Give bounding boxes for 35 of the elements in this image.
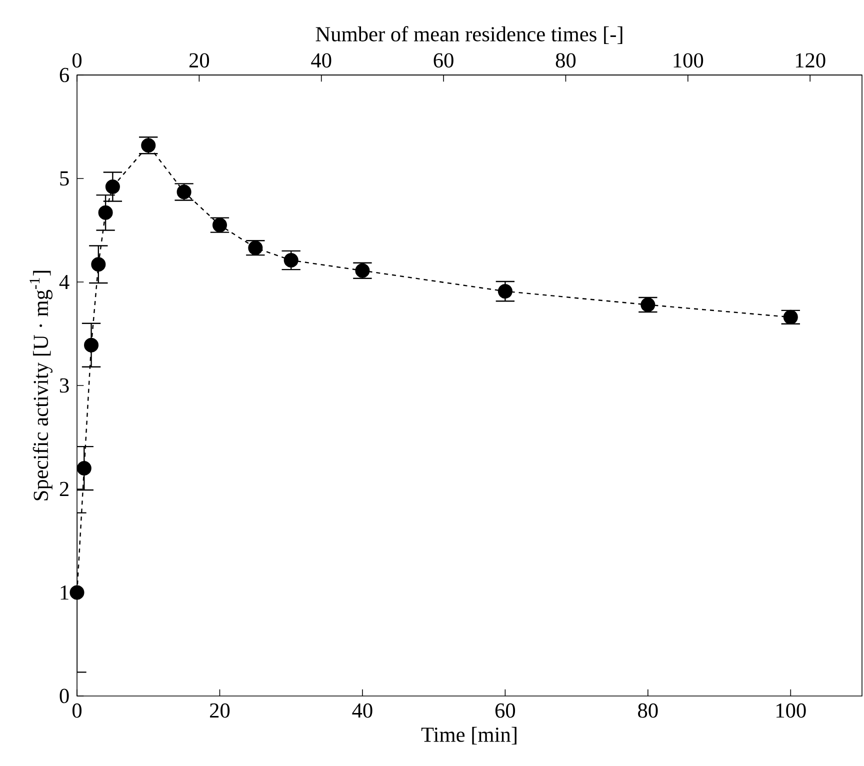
x-tick-label: 20: [210, 703, 230, 718]
y-tick-label: 0: [60, 688, 69, 704]
x-tick-label: 60: [495, 703, 516, 718]
x2-tick-label: 80: [556, 53, 576, 68]
point: [105, 180, 120, 194]
x2-tick-label: 20: [189, 53, 210, 68]
point: [640, 297, 656, 312]
x2-tick-label: 0: [72, 53, 82, 68]
point: [98, 205, 113, 220]
x2-tick-label: 100: [674, 53, 704, 68]
y-axis-title: Specific activity [U · mg$^{-1}$]: [30, 270, 52, 500]
point: [212, 218, 227, 232]
point: [248, 240, 263, 256]
x2-tick-label: 120: [796, 53, 826, 68]
x-tick-label: 0: [72, 703, 82, 718]
point: [91, 257, 106, 272]
x2-tick-label: 40: [311, 53, 332, 68]
y-tick-label: 5: [60, 171, 69, 186]
y-tick-label: 2: [60, 482, 68, 496]
x2-tick-label: 60: [434, 53, 454, 68]
y-tick-label: 3: [60, 378, 69, 393]
point: [141, 138, 156, 153]
x2-axis-title: Number of mean residence times [-]: [316, 26, 622, 44]
y-tick-label: 1: [60, 585, 68, 600]
y-tick-label: 4: [59, 274, 70, 290]
point: [76, 461, 92, 476]
point: [783, 310, 798, 324]
x-axis-title: Time [min]: [421, 726, 516, 745]
point: [498, 284, 512, 299]
point: [84, 338, 99, 352]
x-tick-label: 40: [352, 703, 372, 718]
y-tick-label: 6: [60, 68, 69, 82]
point: [70, 585, 84, 600]
x-tick-label: 80: [638, 703, 658, 718]
x-tick-label: 100: [776, 703, 806, 718]
